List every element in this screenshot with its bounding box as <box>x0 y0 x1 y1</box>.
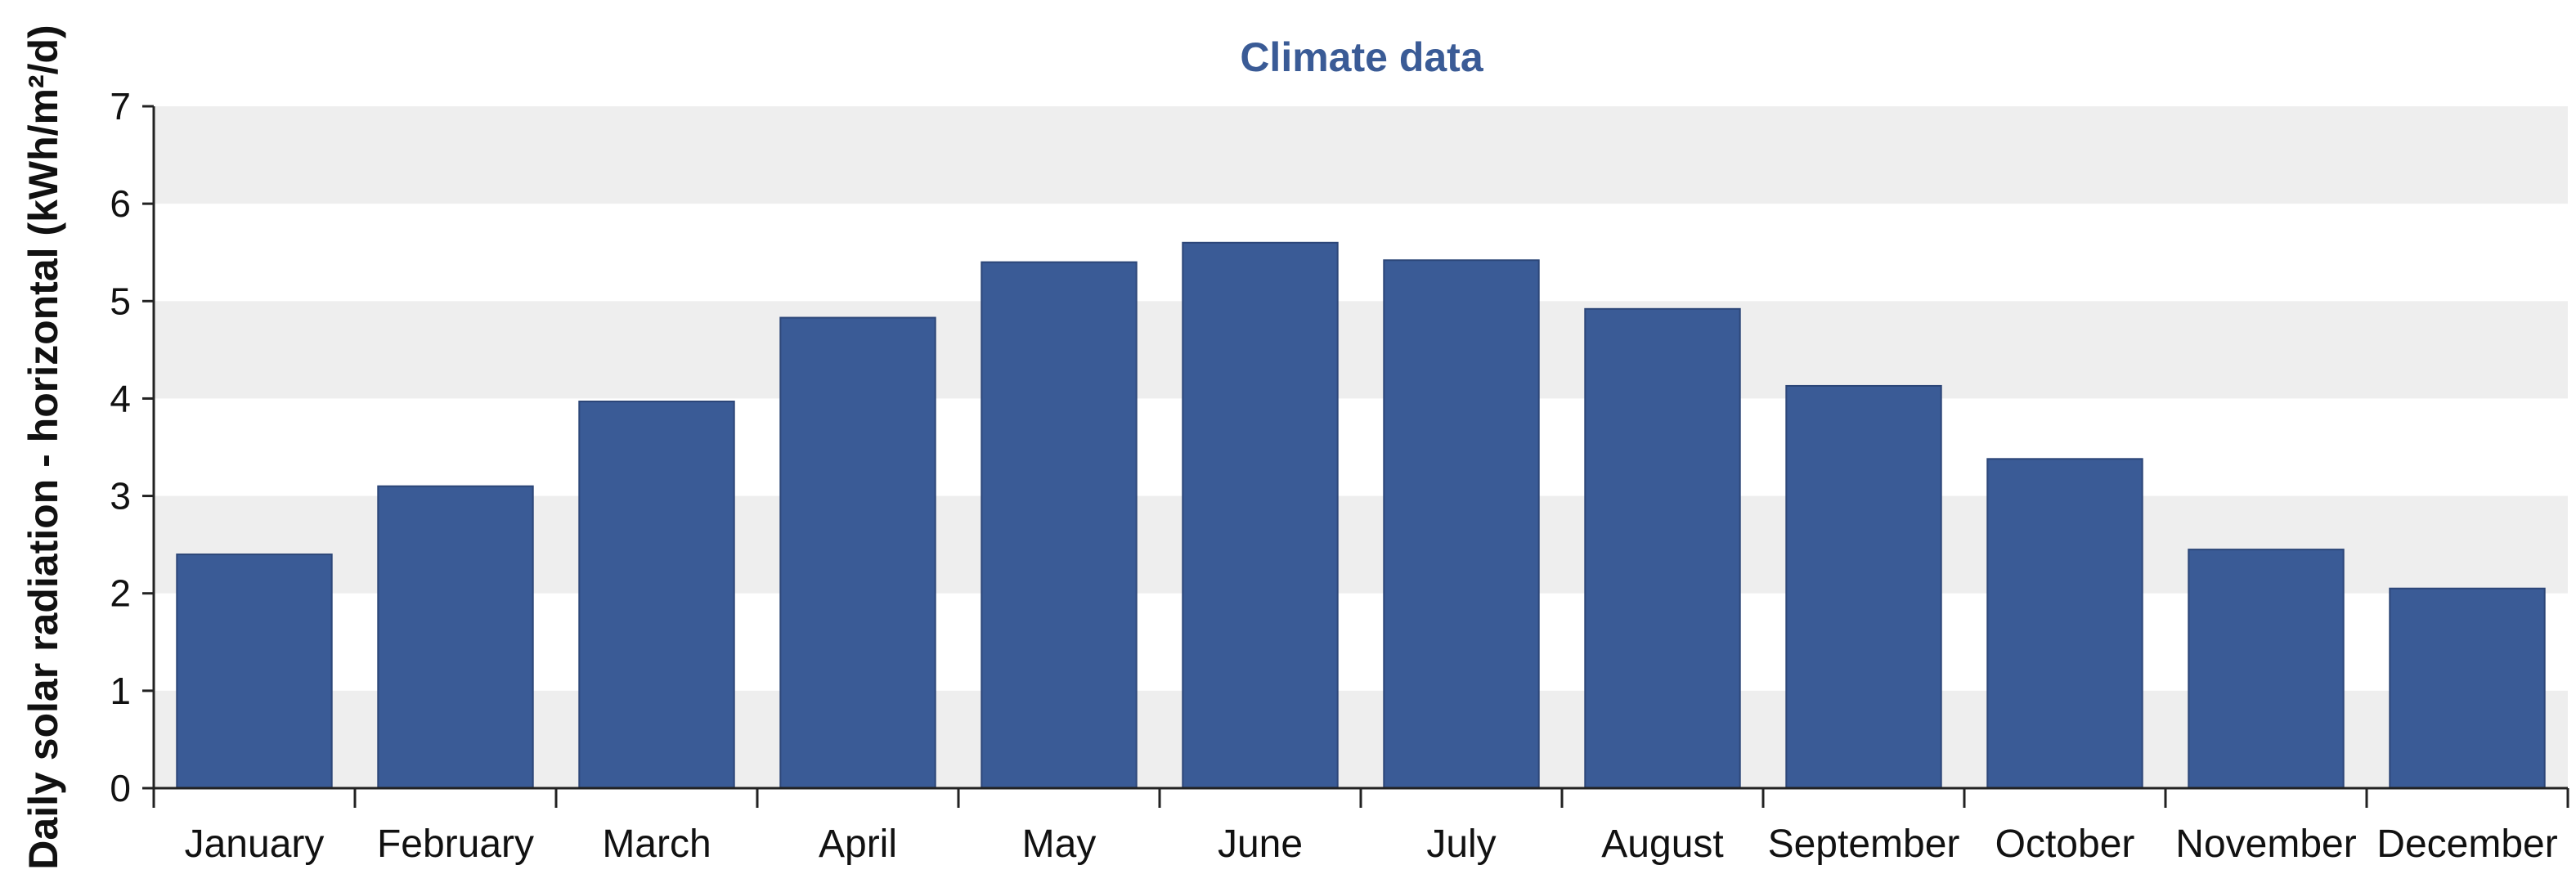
x-tick-label: July <box>1426 823 1496 866</box>
grid-band <box>154 690 2568 788</box>
bar-july <box>1383 259 1540 789</box>
x-tick-label: September <box>1768 823 1960 866</box>
grid-band <box>154 301 2568 399</box>
x-tick-label: January <box>185 823 325 866</box>
bar-april <box>779 316 936 790</box>
bar-january <box>176 554 333 789</box>
y-ticks: 0 1 2 3 4 5 6 7 <box>110 85 154 809</box>
x-tick-label: May <box>1022 823 1097 866</box>
bar-september <box>1785 384 1942 789</box>
x-tick-label: August <box>1601 823 1723 866</box>
y-tick-label: 3 <box>110 475 131 518</box>
y-tick-label: 5 <box>110 280 131 322</box>
grid-bands <box>154 106 2568 788</box>
bar-august <box>1584 307 1741 789</box>
x-tick-label: December <box>2376 823 2557 866</box>
bar-may <box>981 261 1138 789</box>
x-tick-label: June <box>1218 823 1303 866</box>
bar-march <box>578 401 735 789</box>
bar-november <box>2188 549 2345 789</box>
bar-december <box>2389 587 2546 789</box>
chart-title: Climate data <box>1240 34 1484 80</box>
y-tick-label: 1 <box>110 670 131 712</box>
x-tick-label: November <box>2175 823 2356 866</box>
y-tick-label: 2 <box>110 572 131 615</box>
x-tick-label: October <box>1995 823 2135 866</box>
x-tick-label: February <box>377 823 534 866</box>
bar-october <box>1986 458 2143 789</box>
y-axis-label: Daily solar radiation - horizontal (kWh/… <box>20 25 66 869</box>
x-tick-label: March <box>602 823 711 866</box>
y-tick-label: 4 <box>110 377 131 419</box>
y-tick-label: 6 <box>110 182 131 225</box>
bar-june <box>1182 241 1339 789</box>
x-tick-label: April <box>819 823 897 866</box>
x-ticks: January February March April May June July Augu… <box>152 788 2569 866</box>
bar-february <box>377 485 534 790</box>
y-tick-label: 7 <box>110 85 131 128</box>
grid-band <box>154 106 2568 204</box>
y-tick-label: 0 <box>110 767 131 809</box>
grid-band <box>154 495 2568 594</box>
bars <box>176 241 2546 790</box>
